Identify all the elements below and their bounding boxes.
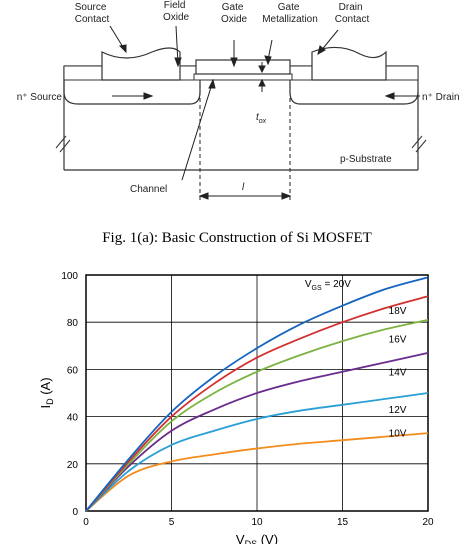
x-tick-label: 15: [337, 517, 349, 528]
n-source-label: n⁺ Source: [17, 92, 63, 103]
source-contact: [101, 47, 181, 81]
x-tick-label: 5: [169, 517, 175, 528]
id-vds-chart: 0 5 10 15 20 0 20 40 60 80 100 10V 12V 14V 16V 18V VGS…: [38, 271, 434, 544]
gate-oxide-label: Gate Oxide: [221, 2, 248, 25]
y-tick-label: 60: [67, 365, 79, 376]
channel-label: Channel: [130, 184, 167, 195]
series-line-12v: [85, 392, 429, 512]
series-line-16v: [85, 318, 429, 512]
n-drain-label: n⁺ Drain: [422, 92, 460, 103]
y-tick-label: 80: [67, 318, 79, 329]
curve-labels: 10V 12V 14V 16V 18V VGS = 20V: [305, 279, 407, 440]
chart-curves: [85, 276, 429, 512]
curve-label: 14V: [389, 367, 407, 378]
y-tick-label: 20: [67, 460, 79, 471]
drain-contact-label: Drain Contact: [335, 2, 370, 25]
series-line-18v: [85, 295, 429, 512]
curve-label: 18V: [389, 306, 407, 317]
series-line-10v: [85, 432, 429, 512]
mosfet-cross-section-diagram: Source Contact Field Oxide Gate Oxide Ga…: [17, 0, 460, 200]
break-marks: [55, 135, 427, 153]
gate-metallization: [195, 59, 291, 75]
channel-length-dimension: [198, 84, 292, 200]
n-drain-region: [289, 80, 419, 105]
y-tick-label: 0: [72, 507, 78, 518]
x-tick-label: 0: [83, 517, 89, 528]
gate-metallization-label: Gate Metallization: [262, 2, 318, 25]
curve-label: 10V: [389, 429, 407, 440]
tox-label: tox: [256, 112, 267, 125]
curve-label: VGS = 20V: [305, 279, 351, 292]
n-source-region: [63, 66, 201, 105]
x-axis-ticks: 0 5 10 15 20: [83, 517, 434, 528]
y-tick-label: 100: [61, 271, 78, 282]
gate-oxide: [193, 73, 293, 81]
drain-contact: [311, 46, 387, 81]
label-arrows: [109, 25, 420, 181]
p-substrate-label: p-Substrate: [340, 154, 392, 165]
curve-label: 12V: [389, 405, 407, 416]
x-axis-title: VDS (V): [236, 532, 278, 544]
field-oxide-label: Field Oxide: [163, 0, 190, 23]
x-tick-label: 10: [251, 517, 263, 528]
y-tick-label: 40: [67, 413, 79, 424]
series-line-v-gs-20v: [85, 276, 429, 512]
x-tick-label: 20: [422, 517, 434, 528]
source-contact-label: Source Contact: [75, 2, 110, 25]
curve-label: 16V: [389, 334, 407, 345]
figure-caption: Fig. 1(a): Basic Construction of Si MOSF…: [102, 230, 372, 246]
y-axis-title: ID (A): [38, 377, 55, 408]
y-axis-ticks: 0 20 40 60 80 100: [61, 271, 78, 518]
series-line-14v: [85, 352, 429, 512]
channel-length-label: l: [242, 182, 245, 193]
